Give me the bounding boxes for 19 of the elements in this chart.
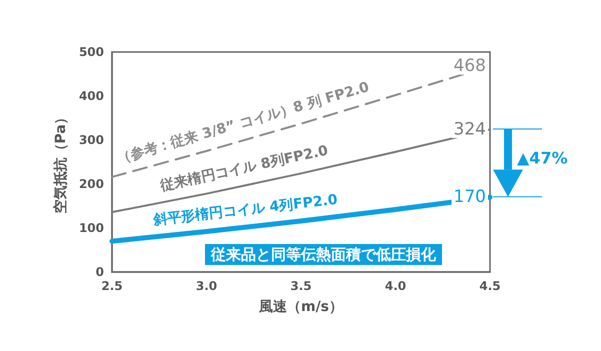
data-label: 170 xyxy=(454,187,486,208)
y-tick-label: 100 xyxy=(78,221,104,235)
data-label: 468 xyxy=(454,56,486,76)
text: 斜平形楕円コイル 4列FP2.0 xyxy=(152,192,339,228)
x-tick-label: 4.0 xyxy=(384,279,406,293)
x-axis-title: 風速（m/s） xyxy=(258,299,344,315)
y-tick-label: 400 xyxy=(78,89,104,103)
y-axis-title: 空気抵抗（Pa） xyxy=(52,110,70,214)
y-tick-label: 0 xyxy=(96,265,104,279)
annotation: 従来品と同等伝熱面積で低圧損化 xyxy=(210,246,437,264)
x-tick-label: 4.5 xyxy=(479,279,501,293)
x-tick-label: 3.0 xyxy=(196,279,218,293)
x-tick-label: 2.5 xyxy=(101,279,123,293)
y-tick-label: 200 xyxy=(78,177,104,191)
y-tick-label: 500 xyxy=(78,45,104,59)
x-tick-label: 3.5 xyxy=(290,279,312,293)
data-label: 324 xyxy=(454,119,486,140)
y-tick-label: 300 xyxy=(78,133,104,147)
text: ▲47% xyxy=(517,148,568,168)
